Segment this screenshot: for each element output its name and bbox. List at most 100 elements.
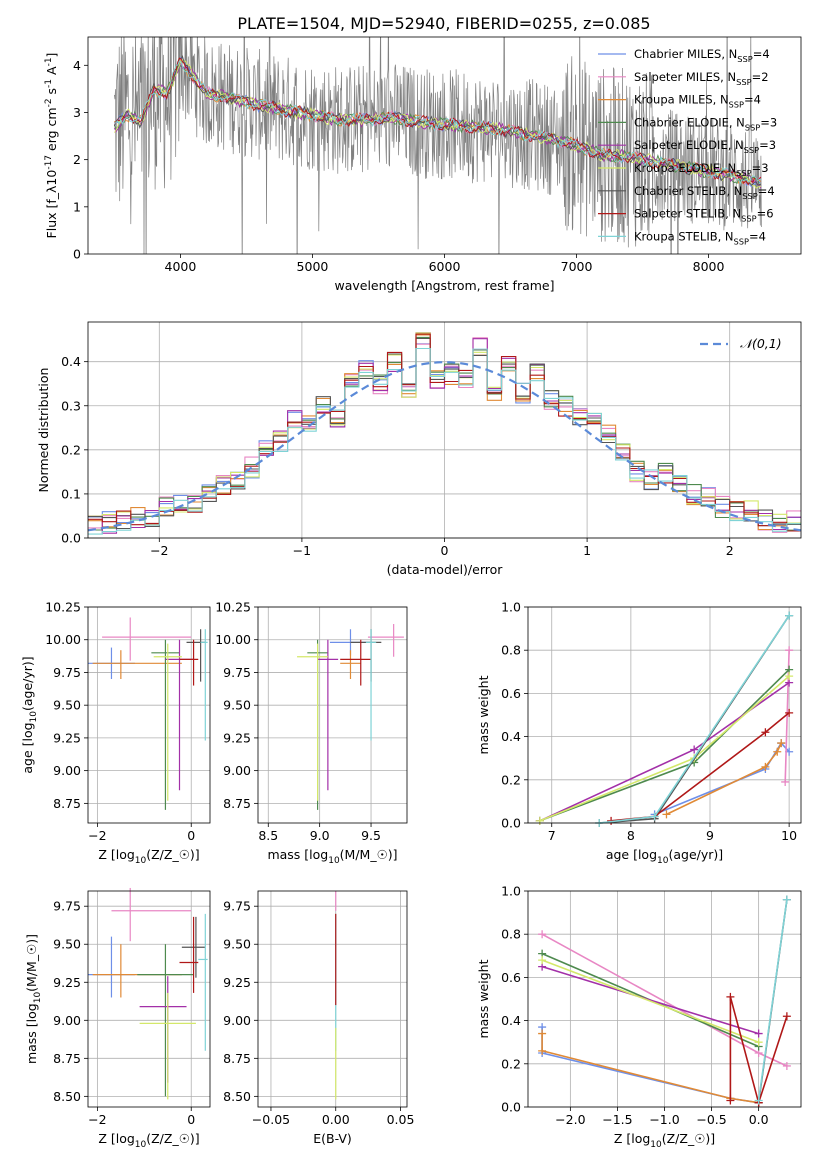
- figure-title: PLATE=1504, MJD=52940, FIBERID=0255, z=0…: [237, 14, 650, 33]
- plot-area: [88, 617, 208, 810]
- x-axis-label: wavelength [Angstrom, rest frame]: [334, 278, 554, 293]
- y-tick-label: 9.00: [223, 1013, 251, 1028]
- legend-label: Kroupa MILES, NSSP=4: [634, 93, 761, 110]
- x-tick-label: 10: [781, 828, 797, 843]
- y-tick-label: 0.0: [501, 816, 521, 831]
- plot-area: [297, 624, 404, 810]
- weight-series-line: [654, 741, 790, 816]
- y-tick-label: 10.25: [45, 600, 81, 615]
- weight-series-line: [666, 742, 782, 816]
- mass-vs-extinction-panel: −0.05 0.00 0.05 8.50 8.75 9.00 9.25 9.50 9.75 E(B…: [223, 890, 415, 1146]
- y-axis-label: Normed distribution: [36, 368, 51, 493]
- y-tick-label: 1.0: [501, 600, 521, 615]
- y-tick-label: 10.00: [215, 632, 251, 647]
- weight-marker: [726, 992, 735, 1001]
- weight-marker: [782, 1012, 791, 1021]
- grid: [258, 606, 407, 823]
- weight-series-line: [539, 675, 790, 822]
- model-spectrum-line: [114, 58, 761, 189]
- x-tick-label: 7: [548, 828, 556, 843]
- residual-histogram-panel: −2 −1 0 1 2 0.0 0.1 0.2 0.3 0.4 (data-model)/error…: [36, 321, 802, 577]
- x-tick-label: 7000: [561, 259, 593, 274]
- mass-vs-metallicity-panel: −2 0 8.50 8.75 9.00 9.25 9.50 9.75 Z [log10(Z/Z_…: [24, 887, 211, 1150]
- weight-marker: [538, 956, 547, 965]
- legend-label: Chabrier STELIB, NSSP=4: [634, 184, 775, 201]
- y-tick-label: 9.00: [53, 1013, 81, 1028]
- weight-marker: [538, 1029, 547, 1038]
- axes-frame: [87, 890, 211, 1108]
- y-tick-label: 9.50: [53, 937, 81, 952]
- x-tick-label: −1: [293, 543, 311, 558]
- axes-frame: [257, 606, 408, 824]
- y-tick-label: 9.50: [223, 698, 251, 713]
- histogram-line: [88, 333, 801, 532]
- x-tick-label: −2: [88, 828, 106, 843]
- weight-marker: [650, 812, 659, 821]
- weight-marker: [690, 745, 699, 754]
- spectrum-panel: 4000 5000 6000 7000 8000 0 1 2 3 4 wavelength [Ang…: [44, 36, 802, 293]
- y-tick-label: 0.2: [501, 772, 521, 787]
- x-axis-label: Z [log10(Z/Z_☉)]: [614, 1131, 715, 1150]
- y-tick-label: 0.6: [501, 970, 521, 985]
- weight-marker: [754, 1038, 763, 1047]
- x-tick-label: 0: [441, 543, 449, 558]
- y-axis-label: mass [log10(M/M_☉)]: [24, 934, 43, 1064]
- normal-curve: [87, 360, 802, 532]
- x-tick-label: −1.5: [602, 1112, 632, 1127]
- weight-vs-metallicity-panel: −2.0 −1.5 −1.0 −0.5 0.0 0.0 0.2 0.4 0.6 0.8 1.0 Z […: [476, 884, 802, 1150]
- y-axis-label: age [log10(age/yr)]: [20, 656, 39, 773]
- y-tick-label: 2: [73, 152, 81, 167]
- x-tick-label: 9: [706, 828, 714, 843]
- weight-series-line: [539, 669, 790, 822]
- model-spectrum-line: [113, 55, 762, 186]
- y-axis-label: Flux [f_λ10-17 erg cm-2 s-1 A-1]: [44, 53, 59, 239]
- y-axis-label: mass weight: [476, 959, 491, 1038]
- y-tick-label: 9.25: [53, 730, 81, 745]
- legend-label: 𝒩(0,1): [740, 336, 782, 351]
- weight-marker: [662, 810, 671, 819]
- x-axis-label: age [log10(age/yr)]: [606, 847, 723, 866]
- weight-marker: [535, 816, 544, 825]
- y-tick-label: 8.75: [53, 1051, 81, 1066]
- y-tick-label: 9.75: [223, 665, 251, 680]
- weight-series-line: [541, 965, 759, 1035]
- y-tick-label: 0.8: [501, 927, 521, 942]
- x-tick-label: −2: [88, 1112, 106, 1127]
- axes-frame: [257, 890, 408, 1108]
- x-tick-label: 6000: [429, 259, 461, 274]
- y-tick-label: 1.0: [501, 884, 521, 899]
- weight-marker: [773, 747, 782, 756]
- weight-marker: [782, 1061, 791, 1070]
- y-tick-label: 9.00: [53, 763, 81, 778]
- histogram-line: [88, 347, 801, 535]
- legend-label: Salpeter STELIB, NSSP=6: [634, 207, 774, 224]
- axes-frame: [527, 890, 802, 1108]
- legend-label: Salpeter MILES, NSSP=2: [634, 70, 769, 87]
- y-tick-label: 0.0: [501, 1100, 521, 1115]
- x-tick-label: 9.0: [310, 828, 330, 843]
- x-tick-label: 1: [583, 543, 591, 558]
- age-vs-metallicity-panel: −2 0 8.75 9.00 9.25 9.50 9.75 10.00 10.25 Z [log1…: [20, 600, 211, 866]
- weight-series-line: [541, 1033, 759, 1104]
- x-tick-label: 0.05: [387, 1112, 415, 1127]
- weight-marker: [538, 1046, 547, 1055]
- weight-marker: [754, 1029, 763, 1038]
- axes-frame: [87, 36, 802, 255]
- y-tick-label: 9.75: [53, 665, 81, 680]
- plot-area: [87, 332, 802, 535]
- x-axis-label: Z [log10(Z/Z_☉)]: [98, 1131, 199, 1150]
- weight-series-line: [539, 681, 790, 822]
- x-axis-label: Z [log10(Z/Z_☉)]: [98, 847, 199, 866]
- grid: [528, 890, 801, 1108]
- axes-frame: [87, 321, 802, 539]
- y-tick-label: 0.4: [61, 354, 81, 369]
- x-tick-label: 0: [187, 828, 195, 843]
- x-tick-label: −0.05: [252, 1112, 290, 1127]
- y-tick-label: 0.2: [61, 442, 81, 457]
- weight-marker: [761, 728, 770, 737]
- y-axis-label: mass weight: [476, 675, 491, 754]
- x-tick-label: 0: [187, 1112, 195, 1127]
- legend-label: Kroupa STELIB, NSSP=4: [634, 229, 766, 246]
- y-tick-label: 8.50: [53, 1089, 81, 1104]
